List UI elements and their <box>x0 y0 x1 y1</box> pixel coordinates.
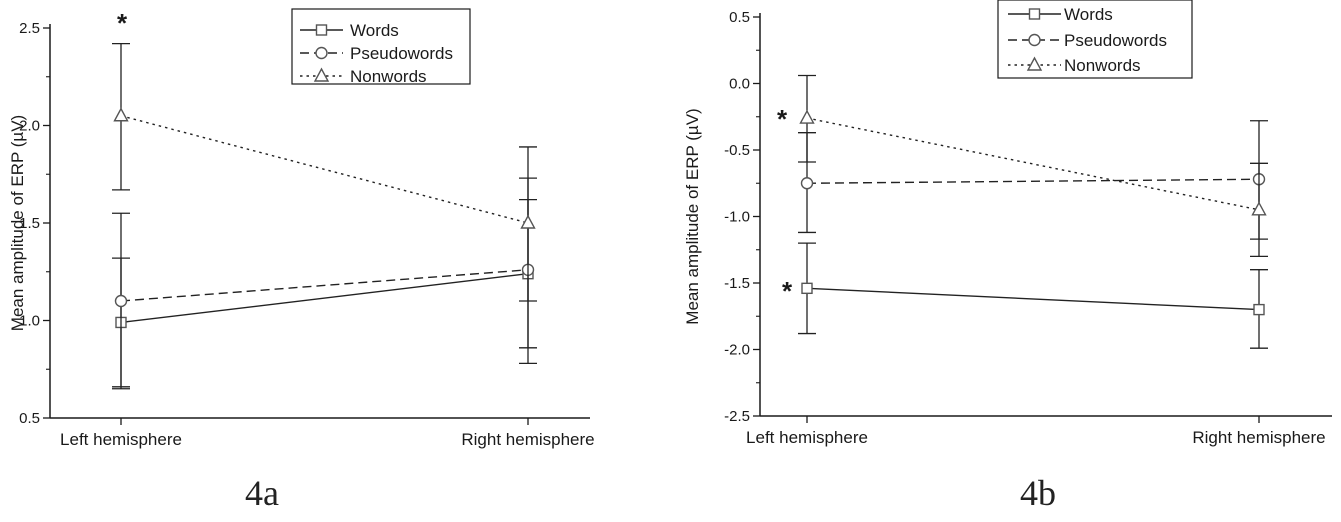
y-tick-label: 0.5 <box>19 410 40 427</box>
legend-marker-circle <box>315 46 328 60</box>
x-category-label: Left hemisphere <box>746 428 868 447</box>
y-tick-label: 2.0 <box>19 118 40 135</box>
y-tick-label: -1.0 <box>724 209 750 226</box>
y-axis-title: Mean amplitude of ERP (µV) <box>8 115 27 331</box>
legend-marker-square <box>1028 8 1041 20</box>
data-point-triangle <box>1251 201 1267 216</box>
legend-marker-triangle <box>313 67 330 82</box>
data-point-square <box>1253 303 1265 316</box>
y-axis-title: Mean amplitude of ERP (µV) <box>683 108 702 324</box>
x-category-label: Right hemisphere <box>461 430 594 449</box>
legend-label: Words <box>350 21 399 40</box>
legend-marker-square <box>315 24 328 36</box>
legend-label: Pseudowords <box>1064 31 1167 50</box>
series-line <box>806 178 1260 184</box>
y-tick-label: 0.5 <box>729 9 750 26</box>
data-point-triangle <box>799 109 815 124</box>
panel-label: 4a <box>245 473 279 513</box>
series-line <box>120 273 529 324</box>
y-tick-label: 0.0 <box>729 76 750 93</box>
y-tick-label: -2.0 <box>724 342 750 359</box>
data-point-circle <box>800 177 814 190</box>
series-line <box>806 287 1260 311</box>
series-words <box>798 242 1268 349</box>
legend: Words Pseudowords Nonwords <box>291 8 471 86</box>
series-line <box>806 117 1260 211</box>
series-nonwords <box>798 74 1268 258</box>
series-line <box>120 115 529 224</box>
series-words <box>112 198 537 388</box>
legend-label: Words <box>1064 5 1113 24</box>
data-point-circle <box>114 294 128 308</box>
series-pseudowords <box>112 177 537 390</box>
y-tick-label: 1.5 <box>19 215 40 232</box>
panel-4a: 0.5 1.0 1.5 2.0 2.5 Mean amplitude of ERP (µV… <box>8 8 595 513</box>
significance-star: * <box>117 8 128 38</box>
data-point-square <box>801 282 813 295</box>
x-category-label: Left hemisphere <box>60 430 182 449</box>
panel-label: 4b <box>1020 473 1056 513</box>
series-line <box>120 269 529 302</box>
y-tick-label: 2.5 <box>19 20 40 37</box>
significance-star: * <box>782 276 793 306</box>
legend-marker-triangle <box>1026 56 1043 71</box>
series-nonwords <box>112 42 537 302</box>
legend-label: Nonwords <box>1064 56 1141 75</box>
data-point-triangle <box>113 107 129 122</box>
y-tick-label: -0.5 <box>724 142 750 159</box>
legend-marker-circle <box>1028 33 1041 47</box>
y-tick-label: -1.5 <box>724 275 750 292</box>
x-category-label: Right hemisphere <box>1192 428 1325 447</box>
data-point-triangle <box>520 214 536 229</box>
panel-4b: -2.5 -2.0 -1.5 -1.0 -0.5 0.0 0.5 Mean amplitude… <box>683 0 1332 513</box>
series-pseudowords <box>798 132 1268 240</box>
y-tick-label: -2.5 <box>724 408 750 425</box>
y-tick-label: 1.0 <box>19 313 40 330</box>
legend-label: Pseudowords <box>350 44 453 63</box>
significance-star: * <box>777 104 788 134</box>
legend: Words Pseudowords Nonwords <box>997 0 1193 79</box>
legend-label: Nonwords <box>350 67 427 86</box>
